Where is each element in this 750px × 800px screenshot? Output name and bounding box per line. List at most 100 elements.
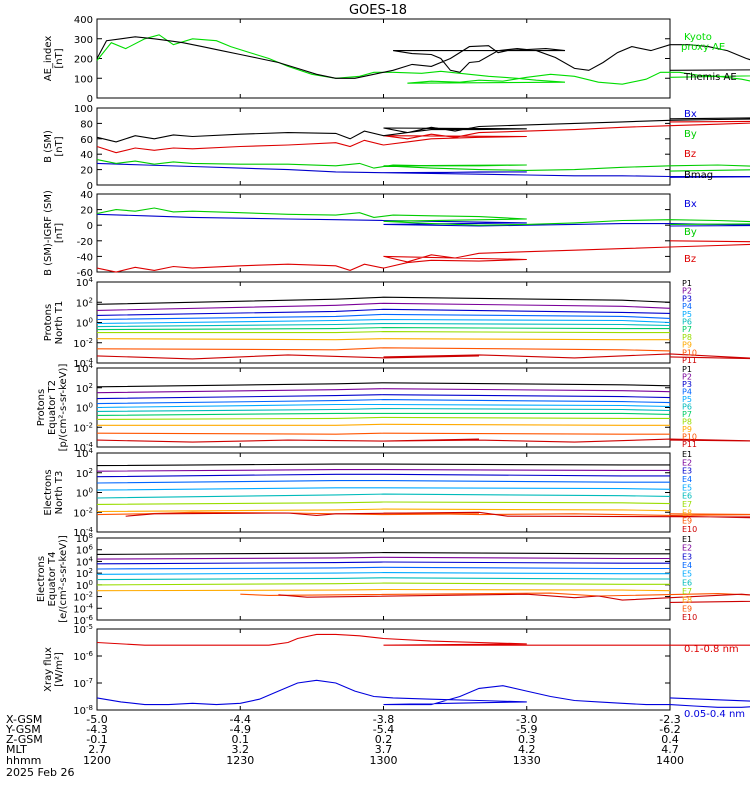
series-line-p1: [96, 296, 671, 305]
legend-item: P3: [682, 294, 692, 303]
y-tick-label: 10-2: [73, 506, 93, 519]
y-tick-label: 40: [80, 190, 93, 201]
y-tick-label: 100: [76, 317, 93, 330]
panel-5: 10-4 10-2 100 102 104 Protons Equator T2 [p/(cm…: [36, 362, 750, 454]
x-axis-value: -4.3: [86, 723, 107, 736]
legend-item: P6: [682, 318, 692, 327]
series-line-e6: [96, 493, 671, 499]
panel-2: 0 20 40 60 80 100 B (SM) [nT] Bx By Bz Bmag: [43, 104, 750, 192]
y-tick-label: 10-4: [73, 441, 93, 454]
series-line-p4: [96, 399, 671, 405]
legend-item: 0.1-0.8 nm: [684, 644, 739, 655]
legend-item: Bx: [684, 199, 697, 210]
legend-item: P7: [682, 410, 692, 419]
legend-item: Bmag: [684, 170, 713, 181]
series-line-e6: [96, 577, 670, 581]
x-axis-value: -3.0: [516, 713, 537, 726]
series-line-e7: [96, 582, 670, 586]
x-axis-value: -2.3: [659, 713, 680, 726]
y-axis-label: [nT]: [54, 136, 65, 156]
series-line-p11: [96, 438, 750, 443]
series-line-p5: [96, 403, 671, 409]
y-tick-label: 0: [87, 94, 93, 105]
y-axis-label: B (SM)-IGRF (SM): [43, 190, 54, 276]
y-tick-label: 200: [74, 55, 93, 66]
series-line-e10: [125, 511, 750, 519]
legend-item: E7: [682, 500, 692, 509]
series-line-themis-ae: [96, 36, 750, 79]
series-line-p8: [97, 331, 670, 334]
series-line-p4: [96, 313, 671, 321]
y-tick-label: 10-6: [73, 614, 93, 627]
series-line-by: [96, 207, 750, 226]
legend-item: Kyoto: [684, 32, 712, 43]
y-tick-label: 300: [74, 35, 93, 46]
plot-frame: [96, 628, 671, 711]
legend-item: E5: [682, 570, 692, 579]
x-axis-row-label: X-GSM: [6, 713, 42, 726]
y-tick-label: 100: [74, 74, 93, 85]
legend-item: P10: [682, 348, 697, 357]
x-axis-value: 1300: [370, 754, 398, 767]
y-tick-label: 10-4: [73, 602, 93, 615]
y-axis-label: [nT]: [54, 48, 65, 68]
y-tick-label: 100: [76, 402, 93, 415]
y-axis-label: Protons: [36, 389, 47, 426]
series-line-bx: [96, 162, 750, 178]
y-tick-label: 60: [80, 135, 93, 146]
y-axis-label: [e/(cm²-s-sr-keV)]: [58, 535, 69, 623]
x-axis-value: -5.4: [373, 723, 394, 736]
series-line-e10: [278, 593, 750, 603]
legend-item: P6: [682, 403, 692, 412]
chart-title: GOES-18: [349, 3, 407, 18]
x-axis-value: 0.4: [661, 733, 679, 746]
y-axis-label: Xray flux: [43, 647, 54, 692]
x-axis-value: 4.7: [661, 743, 679, 756]
legend-item: E9: [682, 604, 692, 613]
y-tick-label: 10-8: [73, 704, 93, 717]
x-axis-value: -4.9: [230, 723, 251, 736]
legend-item: Bz: [684, 149, 696, 160]
legend-item: P11: [682, 356, 697, 365]
series-line-0-05-0-4-nm: [96, 679, 750, 708]
y-tick-label: 102: [76, 567, 93, 580]
series-line-p9: [97, 423, 670, 426]
y-tick-label: -60: [77, 268, 93, 279]
y-tick-label: 100: [76, 579, 93, 592]
x-axis-value: 2.7: [88, 743, 106, 756]
series-line-e5: [96, 572, 670, 575]
y-tick-label: 20: [80, 166, 93, 177]
y-tick-label: 10-2: [73, 337, 93, 350]
y-tick-label: 0: [87, 221, 93, 232]
legend-item: P11: [682, 440, 697, 449]
y-tick-label: 104: [76, 362, 94, 375]
y-tick-label: 80: [80, 119, 93, 130]
y-tick-label: 104: [76, 555, 94, 568]
x-axis-row-label: MLT: [6, 743, 27, 756]
y-tick-label: 20: [80, 206, 93, 217]
x-axis-value: 1200: [83, 754, 111, 767]
y-tick-label: 10-2: [73, 591, 93, 604]
legend-item: E6: [682, 492, 692, 501]
plot-frame: [96, 107, 671, 186]
y-tick-label: 100: [74, 104, 93, 115]
series-line-p2: [96, 302, 671, 311]
y-axis-label: [nT]: [54, 223, 65, 243]
series-line-p8: [96, 416, 670, 420]
series-line-p5: [96, 318, 671, 325]
series-line-e1: [96, 552, 670, 555]
legend-item: P5: [682, 395, 692, 404]
legend-item: E1: [682, 535, 692, 544]
series-line-p6: [96, 407, 671, 412]
series-line-e4: [96, 480, 670, 484]
x-axis-value: -5.9: [516, 723, 537, 736]
y-axis-label: Electrons: [36, 556, 47, 602]
legend-item: E5: [682, 483, 692, 492]
y-tick-label: 102: [76, 467, 93, 480]
series-line-bmag: [96, 117, 750, 143]
series-line-p6: [96, 322, 671, 328]
x-axis-value: 1230: [226, 754, 254, 767]
y-tick-label: 10-2: [73, 421, 93, 434]
